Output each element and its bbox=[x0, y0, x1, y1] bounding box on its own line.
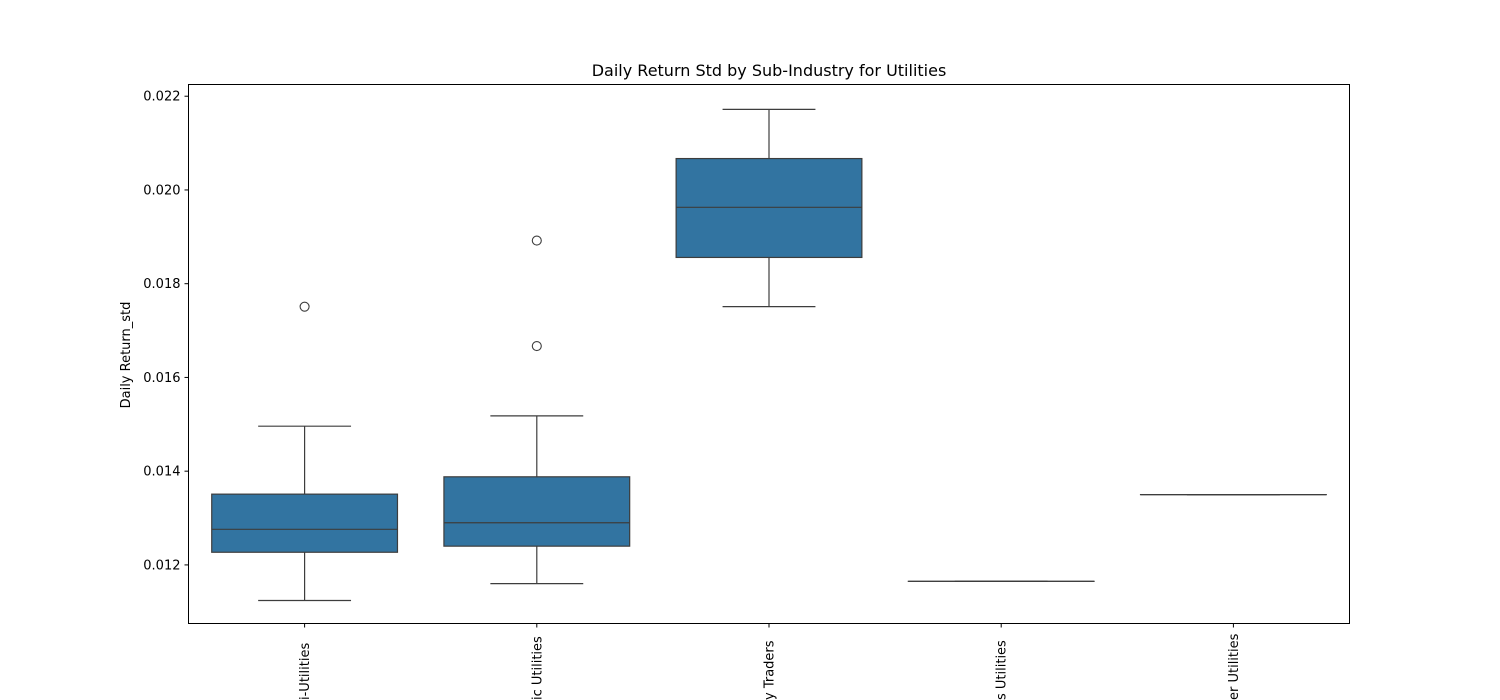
y-axis-label: Daily Return_std bbox=[119, 302, 134, 409]
y-tick-label: 0.012 bbox=[143, 558, 180, 573]
y-tick-label: 0.022 bbox=[143, 90, 180, 105]
outlier-point bbox=[531, 235, 542, 246]
x-tick-label: ic Utilities bbox=[530, 636, 545, 700]
y-tick-label: 0.018 bbox=[143, 277, 180, 292]
plot-frame bbox=[188, 84, 1350, 624]
outlier-point bbox=[531, 340, 542, 352]
box-iqr bbox=[443, 476, 631, 547]
plot-area: 0.012 0.014 0.016 0.018 0.020 0.022 i-Utilitie… bbox=[143, 90, 1327, 700]
x-tick-label: s Utilities bbox=[995, 640, 1010, 700]
x-tick-label: er Utilities bbox=[1227, 633, 1242, 700]
outlier-point bbox=[299, 301, 310, 312]
y-tick-label: 0.016 bbox=[143, 371, 180, 386]
box-iqr bbox=[211, 493, 399, 553]
y-tick-label: 0.014 bbox=[143, 465, 180, 480]
y-tick-label: 0.020 bbox=[143, 183, 180, 198]
chart-title: Daily Return Std by Sub-Industry for Uti… bbox=[592, 61, 947, 80]
x-tick-label: i-Utilities bbox=[298, 643, 313, 700]
x-tick-label: y Traders bbox=[763, 640, 778, 700]
box-iqr bbox=[675, 157, 863, 259]
